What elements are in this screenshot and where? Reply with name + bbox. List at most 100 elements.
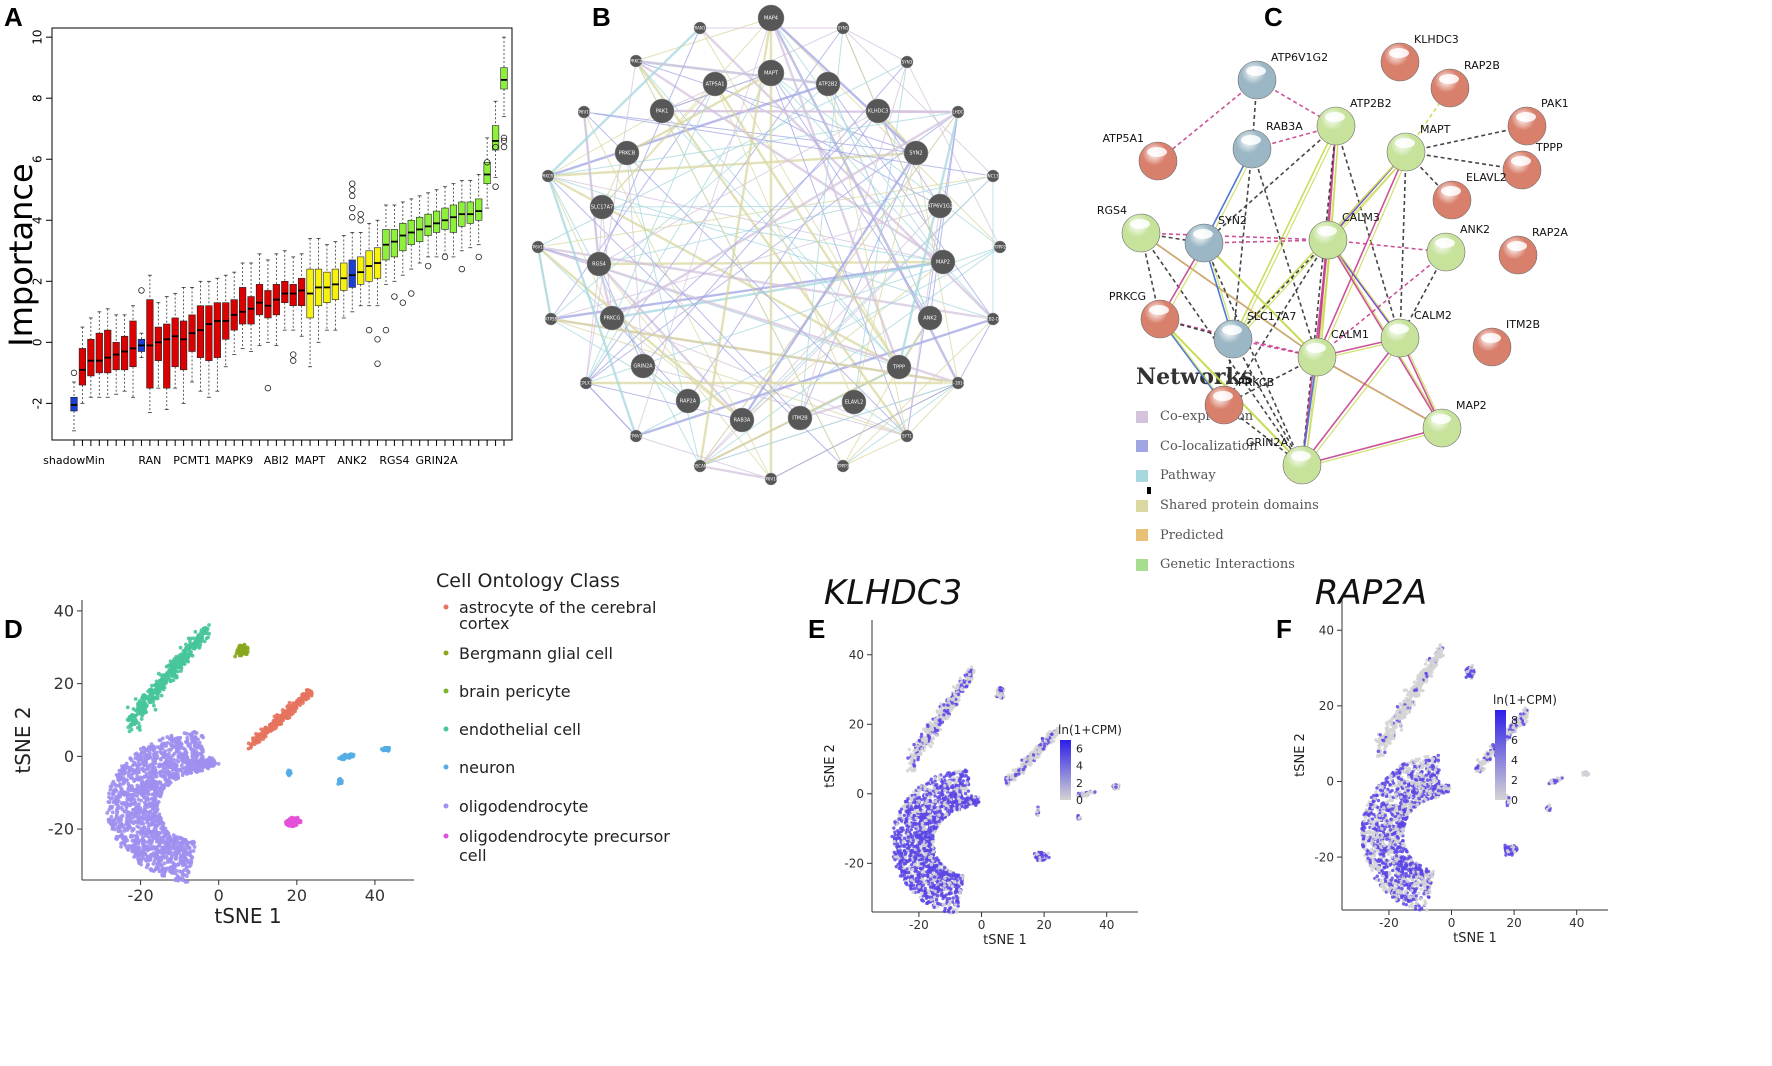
chart-d-point <box>146 756 151 760</box>
chart-e-point <box>955 683 960 688</box>
chart-d-point <box>127 729 132 734</box>
chart-a-box <box>399 223 407 252</box>
chart-d-point <box>147 778 152 783</box>
network-b-node-label: ELAVL2 <box>845 400 864 406</box>
chart-e-point <box>1034 750 1038 754</box>
chart-d-point <box>184 654 189 658</box>
network-c-node-label: PAK1 <box>1541 97 1569 110</box>
network-b-node <box>586 251 612 277</box>
chart-a-ytick-label: 0 <box>31 339 45 347</box>
chart-d-point <box>143 695 148 700</box>
chart-e-point <box>1028 752 1032 757</box>
chart-d-point <box>245 645 250 650</box>
chart-a-xtick-label: shadowMin <box>43 454 105 467</box>
chart-d-point <box>304 692 308 697</box>
legend-label: Pathway <box>1160 468 1216 484</box>
chart-d-point <box>183 858 188 863</box>
chart-e-point <box>907 747 912 752</box>
chart-d-ytick-label: 20 <box>54 674 74 693</box>
chart-d-legend-title: Cell Ontology Class <box>436 570 620 592</box>
network-b-node-label: RAN1 <box>695 26 706 31</box>
chart-d-point <box>157 812 162 817</box>
chart-d-point <box>159 673 163 678</box>
chart-e-point <box>947 910 951 914</box>
chart-d-point <box>185 657 190 662</box>
chart-d-point <box>183 873 187 877</box>
chart-e-point <box>934 733 939 737</box>
network-b-node-label: PRKCB <box>619 151 636 157</box>
chart-a-outlier <box>349 186 356 193</box>
chart-d-ytick-label: -20 <box>48 820 74 839</box>
network-b-node-label: CPLX1 <box>580 381 593 386</box>
network-b-node <box>589 194 615 220</box>
network-b-node <box>757 4 785 32</box>
chart-d-ylabel: tSNE 2 <box>11 706 35 773</box>
chart-e-point <box>915 740 919 745</box>
network-c-node-label: RGS4 <box>1097 204 1127 217</box>
chart-d-point <box>173 871 178 876</box>
chart-d-legend-label: oligodendrocyte precursor <box>459 827 670 846</box>
chart-d-point <box>165 851 170 856</box>
network-c-node-highlight <box>1481 333 1501 343</box>
chart-d-point <box>156 840 161 844</box>
chart-d-point <box>176 753 181 758</box>
chart-d-point <box>180 846 184 851</box>
chart-d-point <box>178 876 183 881</box>
panel-label-b: B <box>592 2 611 32</box>
chart-e-point <box>996 690 1000 695</box>
network-b-node <box>702 71 728 97</box>
network-b-edge <box>770 72 994 320</box>
chart-d-xtick-label: 20 <box>287 886 307 905</box>
network-b-edge <box>770 17 944 263</box>
network-b-edge <box>547 27 701 177</box>
network-b-node-label: KLHDC3 <box>868 109 888 115</box>
chart-d-point <box>143 702 148 707</box>
chart-d-point <box>282 711 287 716</box>
chart-e-point <box>1017 768 1021 773</box>
chart-d-point <box>290 703 295 708</box>
chart-d-point <box>167 669 172 674</box>
network-b-node <box>729 407 755 433</box>
network-b-node <box>903 140 929 166</box>
network-b-node-label: PRKCZ <box>629 59 642 64</box>
chart-d-point <box>152 683 157 688</box>
network-b-edge <box>546 175 638 437</box>
chart-d-point <box>121 781 126 786</box>
network-b-edge <box>585 110 879 384</box>
chart-d-point <box>154 679 159 684</box>
chart-e-point <box>952 877 957 881</box>
chart-d-point <box>263 734 268 739</box>
network-b-edge <box>536 246 553 320</box>
network-b-node <box>836 21 850 35</box>
network-c-edge <box>1327 239 1447 253</box>
chart-d-point <box>144 710 149 714</box>
network-b-edge <box>635 60 917 154</box>
chart-d-legend-swatch <box>443 803 449 809</box>
chart-d-point <box>157 820 162 825</box>
network-b-edge <box>601 206 944 263</box>
network-b-edge <box>770 72 931 319</box>
network-b-node-label: TPPP2 <box>993 245 1007 250</box>
chart-d-point <box>135 794 139 798</box>
chart-d-point <box>125 765 130 770</box>
chart-d-point <box>261 737 266 742</box>
chart-a-xtick-label: MAPT <box>295 454 326 467</box>
chart-d-point <box>151 770 156 775</box>
chart-d-point <box>166 755 171 759</box>
chart-d-point <box>294 705 299 710</box>
chart-d-point <box>278 716 282 721</box>
chart-a-outlier <box>492 183 499 190</box>
network-b-edge <box>827 83 931 319</box>
chart-e-xlabel: tSNE 1 <box>983 933 1027 948</box>
chart-e-point <box>958 676 963 681</box>
network-b-node <box>927 193 953 219</box>
network-b-edge <box>741 175 994 421</box>
network-c-node-highlight <box>1241 135 1261 145</box>
network-b-node-label: PRKCG <box>604 316 621 322</box>
chart-d-point <box>154 825 158 830</box>
chart-d-point <box>126 771 131 776</box>
chart-d-point <box>147 745 151 749</box>
chart-d-point <box>132 768 137 773</box>
network-c-node-highlight <box>1507 241 1527 251</box>
